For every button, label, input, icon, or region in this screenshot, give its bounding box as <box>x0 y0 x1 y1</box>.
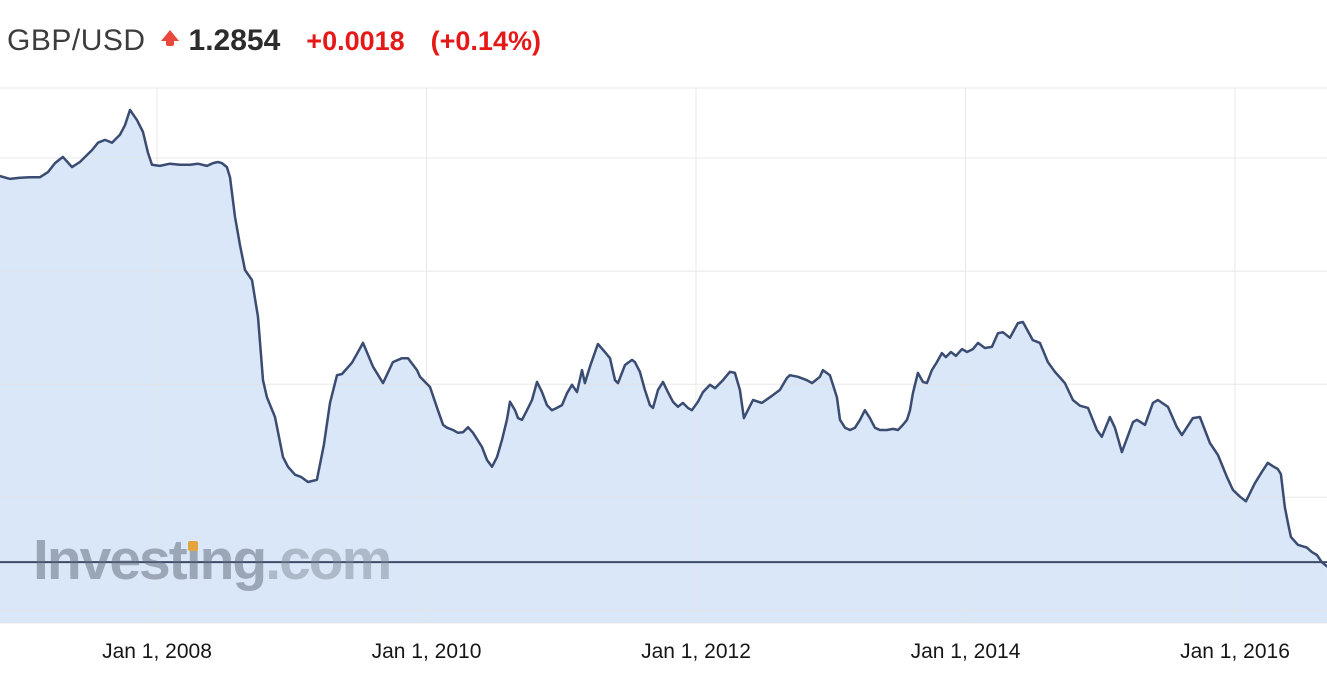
investing-com-watermark: Investıng.com <box>33 532 392 589</box>
last-price: 1.2854 <box>188 24 281 57</box>
watermark-suffix: .com <box>265 528 392 592</box>
x-axis-label: Jan 1, 2010 <box>372 640 482 663</box>
price-up-arrow-icon <box>160 30 179 47</box>
area-fill <box>0 109 1327 623</box>
arrow-stem <box>165 39 174 46</box>
instrument-symbol: GBP/USD <box>7 24 146 57</box>
price-change: +0.0018 <box>306 26 405 56</box>
watermark-i-dot-icon: ı <box>185 528 202 592</box>
x-axis-label: Jan 1, 2016 <box>1180 640 1290 663</box>
x-axis-label: Jan 1, 2012 <box>641 640 751 663</box>
watermark-brand: Investıng <box>33 528 267 592</box>
price-line <box>0 108 1327 568</box>
price-change-percent: (+0.14%) <box>430 26 541 56</box>
x-axis-label: Jan 1, 2008 <box>102 640 212 663</box>
x-axis-label: Jan 1, 2014 <box>911 640 1021 663</box>
arrow-head <box>160 30 179 41</box>
quote-header: GBP/USD 1.2854 +0.0018 (+0.14%) <box>7 24 541 58</box>
